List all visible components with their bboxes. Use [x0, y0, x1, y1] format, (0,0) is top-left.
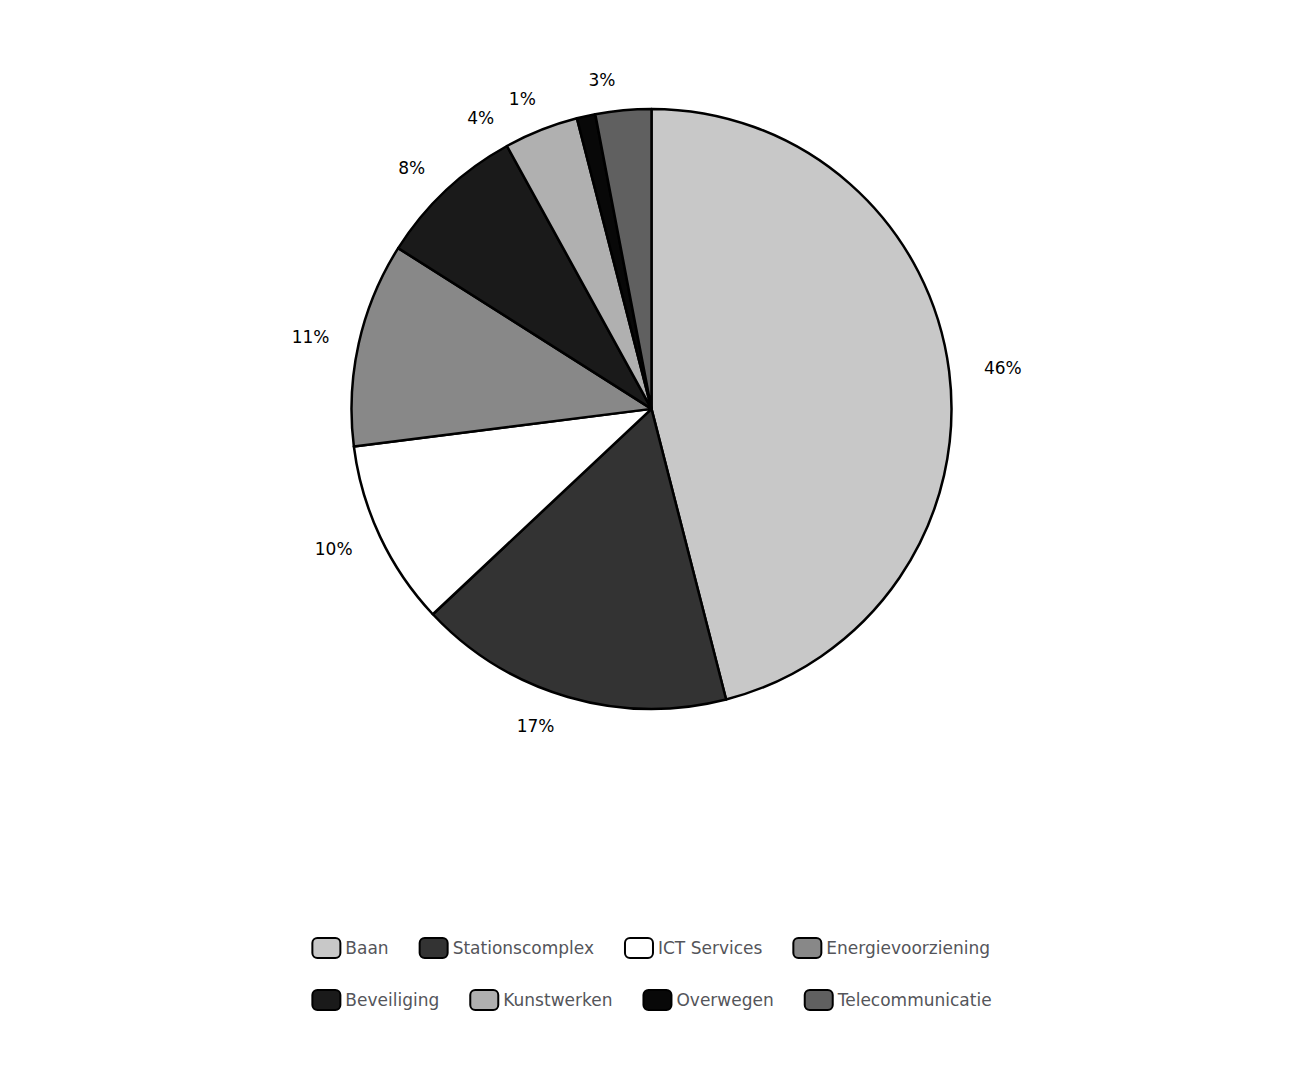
svg-text:8%: 8%: [398, 158, 425, 178]
svg-text:Kunstwerken: Kunstwerken: [503, 990, 612, 1010]
svg-text:1%: 1%: [509, 89, 536, 109]
svg-text:Telecommunicatie: Telecommunicatie: [837, 990, 992, 1010]
svg-text:3%: 3%: [588, 70, 615, 90]
svg-text:17%: 17%: [517, 716, 555, 736]
svg-text:Stationscomplex: Stationscomplex: [453, 938, 594, 958]
svg-text:ICT Services: ICT Services: [658, 938, 763, 958]
svg-text:4%: 4%: [467, 108, 494, 128]
svg-text:Baan: Baan: [345, 938, 388, 958]
svg-text:11%: 11%: [292, 327, 330, 347]
svg-text:46%: 46%: [984, 358, 1022, 378]
svg-text:Beveiliging: Beveiliging: [345, 990, 439, 1010]
svg-text:Overwegen: Overwegen: [676, 990, 773, 1010]
svg-text:Energievoorziening: Energievoorziening: [826, 938, 990, 958]
svg-text:10%: 10%: [315, 539, 353, 559]
